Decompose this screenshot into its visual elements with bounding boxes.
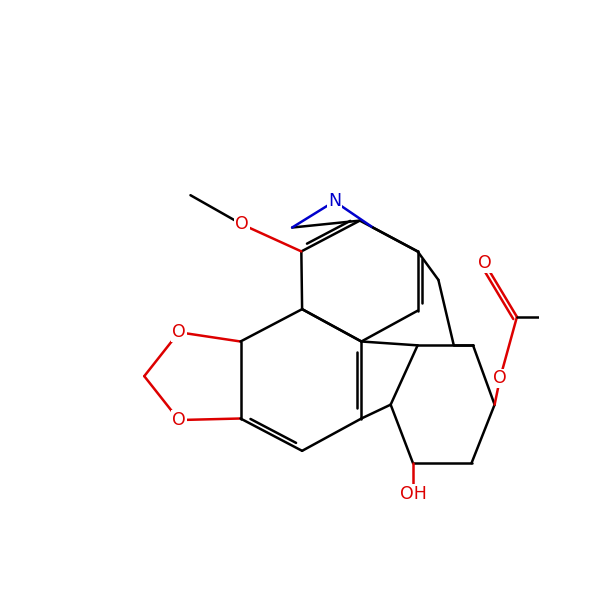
Text: O: O <box>172 323 186 341</box>
Text: O: O <box>235 215 249 233</box>
Text: OH: OH <box>400 485 427 503</box>
Text: O: O <box>493 370 507 388</box>
Text: O: O <box>172 411 186 429</box>
Text: O: O <box>478 254 491 272</box>
Text: N: N <box>328 193 341 211</box>
